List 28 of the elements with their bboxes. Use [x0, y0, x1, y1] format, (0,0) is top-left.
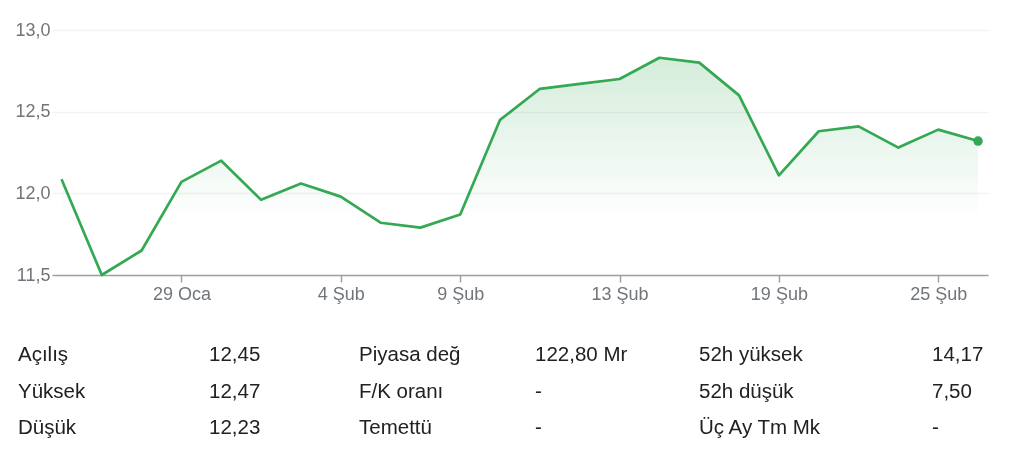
x-tick-label: 9 Şub: [437, 283, 485, 304]
text: Yüksek: [18, 378, 86, 402]
text: -: [535, 378, 542, 402]
x-tick-label: 29 Oca: [152, 283, 212, 304]
y-tick-label: 11,5: [16, 264, 51, 285]
text: Piyasa değ: [359, 342, 461, 365]
text: Düşük: [18, 415, 77, 438]
text: Temettü: [359, 415, 432, 438]
text: Üç Ay Tm Mk: [699, 415, 821, 438]
text: 12,23: [209, 415, 261, 438]
text: -: [932, 415, 939, 438]
text: Açılış: [18, 342, 69, 365]
y-tick-label: 12,0: [15, 182, 51, 203]
y-tick-label: 13,0: [15, 19, 51, 40]
text: 122,80 Mr: [535, 342, 628, 365]
text: -: [535, 415, 542, 438]
x-tick-label: 4 Şub: [317, 283, 365, 304]
text: 52h yüksek: [699, 342, 804, 365]
x-tick-label: 19 Şub: [750, 283, 808, 304]
text: 7,50: [932, 378, 972, 402]
x-tick-label: 13 Şub: [591, 283, 649, 304]
text: F/K oranı: [359, 378, 444, 402]
y-tick-label: 12,5: [15, 101, 51, 122]
text: 12,45: [209, 342, 261, 365]
x-tick-label: 25 Şub: [910, 283, 968, 304]
text: 52h düşük: [699, 378, 795, 402]
text: 12,47: [209, 378, 261, 402]
text: 14,17: [932, 342, 984, 365]
